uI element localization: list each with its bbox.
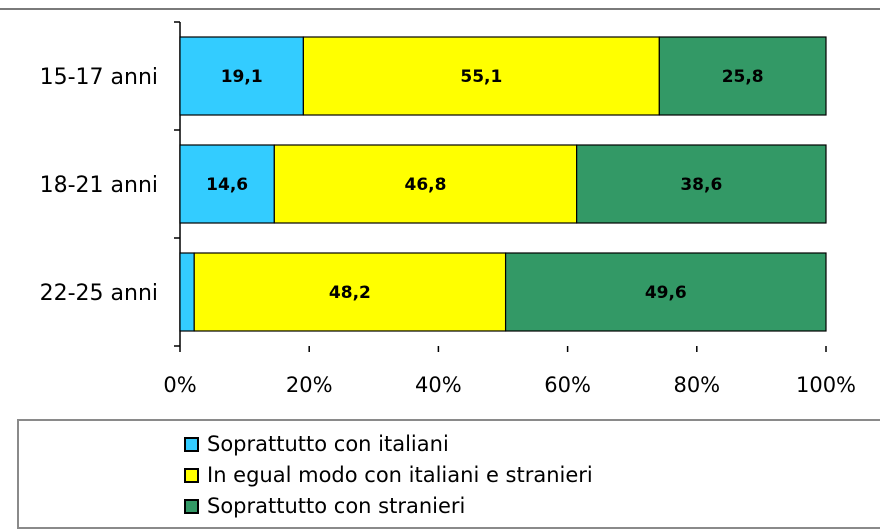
stacked-bar-chart: 0% 20% 40% 60% 80% 100% 15-17 anni 18-21 anni 2…	[40, 21, 856, 397]
x-tick-label: 100%	[796, 373, 856, 397]
legend-label-italiani: Soprattutto con italiani	[207, 432, 449, 456]
category-label: 22-25 anni	[40, 281, 158, 306]
x-tick-label: 20%	[286, 373, 333, 397]
x-tick-label: 80%	[673, 373, 720, 397]
legend-label-egual: In egual modo con italiani e stranieri	[207, 463, 593, 487]
chart-bars	[179, 36, 827, 332]
x-tick-label: 40%	[415, 373, 462, 397]
x-tick-label: 60%	[544, 373, 591, 397]
chart-frame-border	[0, 8, 880, 10]
legend-item-italiani: Soprattutto con italiani	[184, 431, 449, 457]
legend-swatch-italiani	[184, 436, 199, 452]
category-label: 15-17 anni	[40, 65, 158, 90]
bar-segment	[179, 252, 195, 332]
legend-swatch-egual	[184, 467, 199, 483]
chart-axes: 0% 20% 40% 60% 80% 100%	[163, 21, 856, 397]
legend-label-stranieri: Soprattutto con stranieri	[207, 494, 466, 518]
data-label: 19,1	[221, 67, 263, 87]
data-label: 49,6	[645, 283, 687, 303]
data-label: 14,6	[206, 175, 248, 195]
data-label: 25,8	[722, 67, 764, 87]
x-tick-label: 0%	[163, 373, 196, 397]
chart-labels: 15-17 anni 18-21 anni 22-25 anni 19,1 55,1 25…	[40, 65, 764, 306]
bar-segment	[193, 252, 507, 332]
bar-segment	[302, 36, 660, 116]
bar-segment	[273, 144, 578, 224]
legend-item-stranieri: Soprattutto con stranieri	[184, 493, 465, 519]
bar-segment	[504, 252, 827, 332]
bar-segment	[658, 36, 827, 116]
legend-item-egual: In egual modo con italiani e stranieri	[184, 462, 593, 488]
chart-legend: Soprattutto con italiani In egual modo c…	[17, 419, 880, 529]
legend-swatch-stranieri	[184, 498, 199, 514]
data-label: 38,6	[680, 175, 722, 195]
bar-segment	[576, 144, 827, 224]
data-label: 55,1	[460, 67, 502, 87]
data-label: 48,2	[329, 283, 371, 303]
data-label: 46,8	[405, 175, 447, 195]
category-label: 18-21 anni	[40, 173, 158, 198]
bar-segment	[179, 36, 304, 116]
